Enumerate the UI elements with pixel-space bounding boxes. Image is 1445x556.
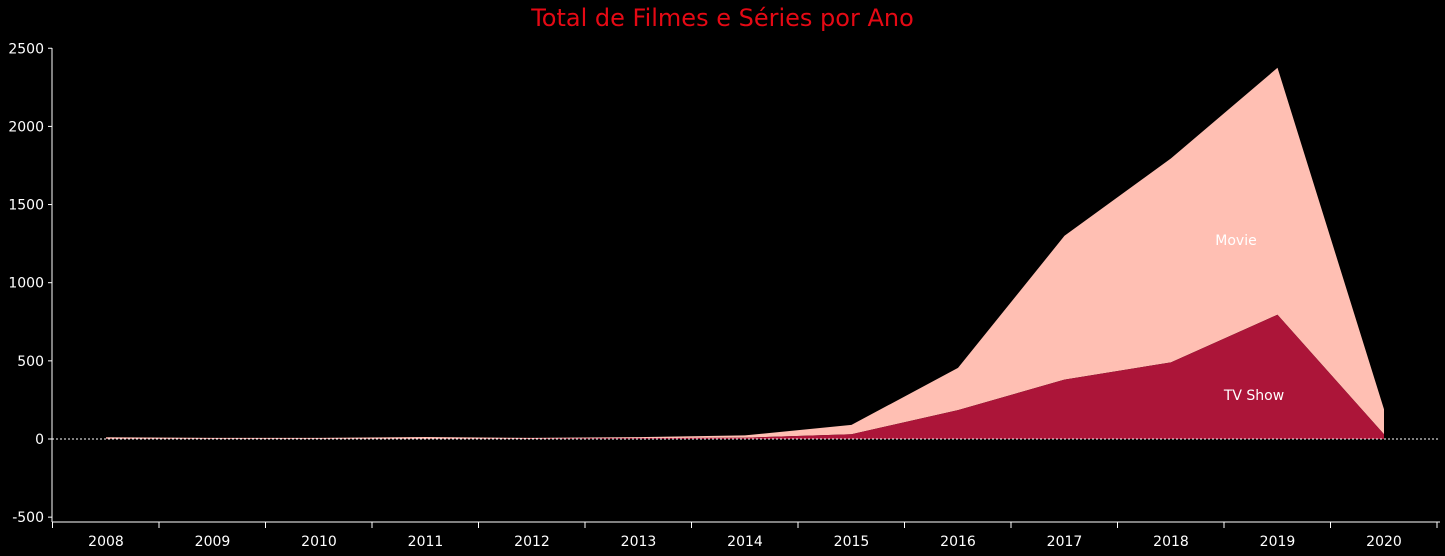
- area-movie: [106, 67, 1384, 439]
- x-tick-label: 2015: [834, 534, 870, 550]
- area-label-movie: Movie: [1215, 233, 1256, 249]
- x-tick-label: 2012: [514, 534, 550, 550]
- y-tick-label: 2000: [8, 119, 44, 135]
- area-series-group: [106, 67, 1384, 439]
- area-tv-show: [106, 314, 1384, 439]
- y-tick-label: 1000: [8, 276, 44, 292]
- y-tick-label: 2500: [8, 41, 44, 57]
- y-tick-label: -500: [12, 510, 44, 526]
- y-tick-label: 1500: [8, 198, 44, 214]
- x-tick-label: 2014: [727, 534, 763, 550]
- chart-title: Total de Filmes e Séries por Ano: [531, 4, 914, 32]
- y-tick-label: 500: [17, 354, 44, 370]
- x-tick-label: 2010: [301, 534, 337, 550]
- x-tick-label: 2017: [1047, 534, 1083, 550]
- x-tick-label: 2018: [1153, 534, 1189, 550]
- x-tick-label: 2008: [88, 534, 124, 550]
- x-tick-label: 2016: [940, 534, 976, 550]
- x-tick-label: 2009: [195, 534, 231, 550]
- y-tick-label: 0: [35, 432, 44, 448]
- x-tick-label: 2019: [1260, 534, 1296, 550]
- x-tick-label: 2020: [1366, 534, 1402, 550]
- axes-group: 2500 2000 1500 1000 500 0 -500 2008 2009 2010 2011…: [8, 41, 1440, 550]
- area-labels-group: TV Show Movie: [1215, 233, 1284, 404]
- x-tick-label: 2011: [408, 534, 444, 550]
- x-tick-label: 2013: [621, 534, 657, 550]
- area-label-tv-show: TV Show: [1223, 388, 1284, 404]
